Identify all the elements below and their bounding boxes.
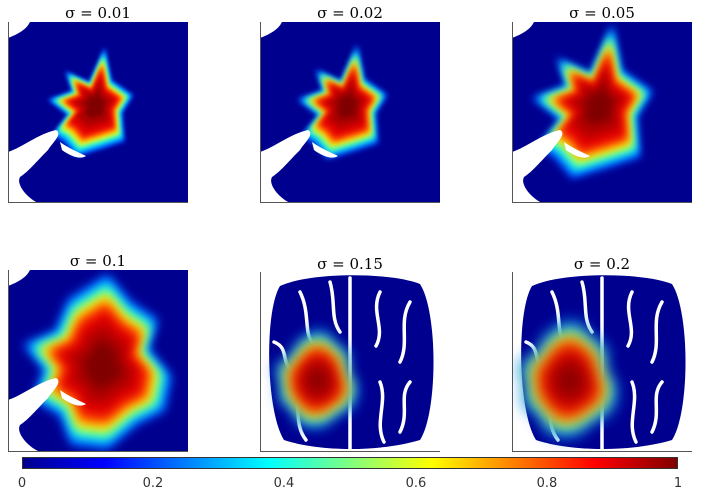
heatmap-panel-3 <box>512 22 692 203</box>
panel-title-5: σ = 0.15 <box>317 255 383 273</box>
panel-title-4: σ = 0.1 <box>69 252 127 270</box>
heatmap-panel-5 <box>260 272 440 452</box>
panel-title-2: σ = 0.02 <box>317 4 383 22</box>
heatmap-panel-4 <box>8 270 188 452</box>
colorbar-tick-label: 0.6 <box>405 476 427 491</box>
panel-title-6: σ = 0.2 <box>573 255 631 273</box>
colorbar-tick-label: 1 <box>673 476 683 491</box>
heatmap-panel-2 <box>260 22 440 203</box>
colorbar-tick-label: 0.8 <box>536 476 558 491</box>
colorbar-tick-label: 0.2 <box>142 476 164 491</box>
colorbar-tick-label: 0 <box>17 476 27 491</box>
colorbar-tick-label: 0.4 <box>273 476 295 491</box>
panel-title-3: σ = 0.05 <box>569 4 635 22</box>
panel-title-1: σ = 0.01 <box>65 4 131 22</box>
colorbar <box>22 457 678 469</box>
heatmap-panel-6 <box>512 272 692 452</box>
heatmap-panel-1 <box>8 22 188 203</box>
